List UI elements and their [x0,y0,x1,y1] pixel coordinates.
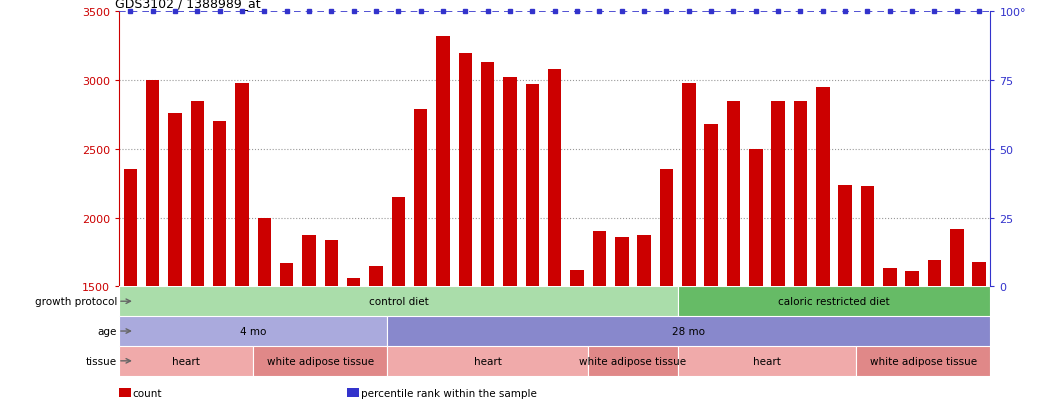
Bar [677,346,857,376]
Bar [325,240,338,413]
Text: growth protocol: growth protocol [35,297,117,306]
Text: control diet: control diet [368,297,428,306]
Bar [387,316,990,346]
Text: heart: heart [474,356,502,366]
Bar [123,170,137,413]
Bar [593,232,607,413]
Bar [280,263,293,413]
Bar [588,346,677,376]
Bar [861,187,874,413]
Bar [973,262,986,413]
Bar [727,102,740,413]
Bar [950,229,963,413]
Bar [235,84,249,413]
Bar [347,278,361,413]
Bar [437,37,450,413]
Bar [660,170,673,413]
Bar [793,102,807,413]
Bar [119,287,677,316]
Bar [526,85,539,413]
Bar [191,102,204,413]
Bar [682,84,696,413]
Text: caloric restricted diet: caloric restricted diet [778,297,890,306]
Bar [884,269,897,413]
Bar [392,197,405,413]
Bar [369,266,383,413]
Text: age: age [97,326,117,336]
Bar [253,346,387,376]
Bar [119,316,387,346]
Bar [677,287,990,316]
Bar [387,346,588,376]
Bar [857,346,990,376]
Bar [905,271,919,413]
Bar [503,78,516,413]
Bar [481,63,495,413]
Text: tissue: tissue [86,356,117,366]
Text: white adipose tissue: white adipose tissue [870,356,977,366]
Bar [213,122,226,413]
Bar [168,114,181,413]
Bar [704,125,718,413]
Text: GDS3102 / 1388989_at: GDS3102 / 1388989_at [115,0,260,10]
Bar [119,346,253,376]
Text: count: count [133,388,162,398]
Bar [749,150,762,413]
Bar [258,218,271,413]
Text: percentile rank within the sample: percentile rank within the sample [361,388,537,398]
Bar [615,237,628,413]
Bar [146,81,160,413]
Text: 28 mo: 28 mo [672,326,705,336]
Bar [549,70,561,413]
Bar [816,88,830,413]
Text: 4 mo: 4 mo [241,326,267,336]
Text: white adipose tissue: white adipose tissue [580,356,686,366]
Bar [303,236,316,413]
Bar [570,270,584,413]
Text: heart: heart [172,356,200,366]
Bar [839,185,851,413]
Bar [638,236,651,413]
Bar [928,261,942,413]
Text: heart: heart [753,356,781,366]
Bar [772,102,785,413]
Bar [458,54,472,413]
Bar [414,110,427,413]
Text: white adipose tissue: white adipose tissue [267,356,373,366]
